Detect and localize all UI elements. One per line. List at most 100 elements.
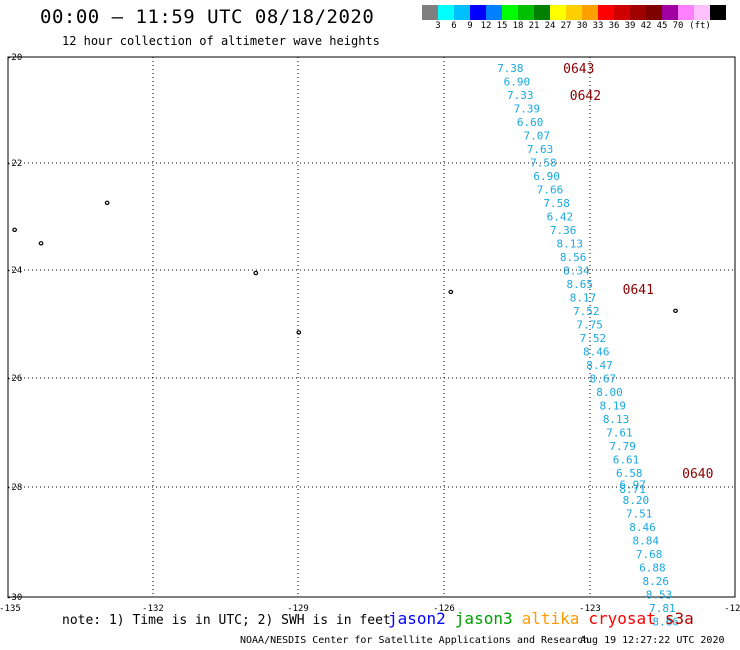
- legend-swatch: [646, 5, 662, 20]
- color-legend-bar: [422, 5, 726, 20]
- legend-label: 3: [435, 21, 441, 31]
- swh-value-label: 8.67: [590, 372, 617, 385]
- swh-value-label: 7.58: [530, 156, 557, 169]
- lon-tick-label: -135: [0, 604, 21, 614]
- swh-value-label: 7.39: [514, 102, 541, 115]
- legend-label: 36: [608, 21, 620, 31]
- pass-time-label: 0641: [623, 283, 654, 298]
- pass-time-label: 0642: [570, 89, 601, 104]
- swh-value-label: 7.33: [507, 89, 533, 102]
- swh-value-label: 7.75: [576, 318, 603, 331]
- swh-value-label: 6.90: [504, 75, 531, 88]
- swh-value-label: 8.19: [600, 399, 627, 412]
- satellite-legend-item: jason3: [454, 609, 513, 628]
- legend-swatch: [710, 5, 726, 20]
- island-outline: [673, 308, 678, 313]
- legend-label: 18: [512, 21, 524, 31]
- legend-swatch: [454, 5, 470, 20]
- swh-value-label: 8.65: [566, 278, 593, 291]
- legend-label: 45: [656, 21, 668, 31]
- island-outline: [448, 289, 454, 295]
- swh-value-label: 6.58: [616, 467, 643, 480]
- swh-value-label: 7.63: [527, 143, 554, 156]
- legend-label: 70: [672, 21, 684, 31]
- legend-label: 27: [560, 21, 572, 31]
- swh-value-label: 7.61: [606, 426, 633, 439]
- lon-tick-label: -129: [287, 604, 309, 614]
- island-outline: [253, 270, 259, 276]
- legend-label: 33: [592, 21, 604, 31]
- credit-line: NOAA/NESDIS Center for Satellite Applica…: [240, 635, 590, 646]
- swh-value-label: 6.61: [613, 453, 640, 466]
- swh-value-label: 6.60: [517, 116, 544, 129]
- lon-tick-label: -124: [724, 604, 740, 614]
- legend-swatch: [438, 5, 454, 20]
- swh-value-label: 8.56: [560, 251, 587, 264]
- lat-tick-label: -22: [6, 159, 22, 169]
- swh-value-label: 7.36: [550, 224, 577, 237]
- swh-value-label: 8.00: [596, 386, 623, 399]
- lon-tick-label: -132: [142, 604, 164, 614]
- legend-swatch: [662, 5, 678, 20]
- swh-value-label: 8.66: [652, 615, 679, 628]
- legend-label: 15: [496, 21, 508, 31]
- satellite-legend-item: s3a: [664, 609, 694, 628]
- satellite-legend-item: jason2: [388, 609, 446, 628]
- legend-label: 12: [480, 21, 492, 31]
- swh-value-label: 7.52: [580, 332, 607, 345]
- swh-value-label: 8.13: [557, 237, 584, 250]
- swh-value-label: 7.38: [497, 62, 524, 75]
- pass-time-label: 0643: [563, 62, 594, 77]
- lat-tick-label: -26: [6, 374, 22, 384]
- swh-value-label: 8.13: [603, 413, 630, 426]
- swh-value-label: 6.42: [547, 210, 574, 223]
- satellite-legend-item: altika: [521, 609, 580, 628]
- swh-value-label: 8.53: [646, 588, 673, 601]
- swh-value-label: 7.66: [537, 183, 564, 196]
- swh-value-label: 7.79: [609, 440, 636, 453]
- lon-tick-label: -126: [433, 604, 455, 614]
- legend-swatch: [678, 5, 694, 20]
- map-frame: [7, 56, 736, 598]
- swh-value-label: 7.51: [626, 507, 653, 520]
- legend-swatch: [422, 5, 438, 20]
- units-note: note: 1) Time is in UTC; 2) SWH is in fe…: [62, 613, 391, 628]
- legend-label: 9: [467, 21, 473, 31]
- swh-value-label: 7.58: [543, 197, 570, 210]
- legend-swatch: [614, 5, 630, 20]
- swh-value-label: 8.34: [563, 264, 590, 277]
- island-outline: [12, 227, 18, 232]
- pass-time-label: 0640: [682, 467, 713, 482]
- legend-swatch: [630, 5, 646, 20]
- swh-value-label: 7.07: [524, 129, 551, 142]
- lat-tick-label: -30: [6, 593, 22, 603]
- legend-label: 21: [528, 21, 540, 31]
- island-outline: [104, 200, 110, 205]
- legend-label: 6: [451, 21, 457, 31]
- satellite-legend-item: cryosat: [588, 609, 656, 628]
- satellite-legend: jason2 jason3 altika cryosat s3a: [388, 609, 703, 628]
- lon-tick-label: -123: [579, 604, 601, 614]
- legend-swatch: [502, 5, 518, 20]
- swh-value-label: 8.20: [623, 494, 650, 507]
- swh-value-label: 8.47: [586, 359, 613, 372]
- swh-value-label: 7.81: [649, 602, 676, 615]
- swh-value-label: 6.97: [619, 479, 646, 492]
- legend-label: 42: [640, 21, 652, 31]
- legend-swatch: [518, 5, 534, 20]
- swh-value-label: 8.84: [633, 534, 660, 547]
- legend-swatch: [534, 5, 550, 20]
- swh-value-label: 8.71: [619, 483, 646, 496]
- lat-tick-label: -28: [6, 483, 22, 493]
- page-title: 00:00 – 11:59 UTC 08/18/2020: [40, 6, 375, 28]
- legend-swatch: [470, 5, 486, 20]
- swh-value-label: 8.17: [570, 291, 597, 304]
- swh-value-label: 7.52: [573, 305, 600, 318]
- legend-swatch: [566, 5, 582, 20]
- legend-label: 30: [576, 21, 588, 31]
- swh-value-label: 6.90: [533, 170, 560, 183]
- swh-value-label: 8.46: [583, 345, 610, 358]
- legend-swatch: [582, 5, 598, 20]
- lat-tick-label: -20: [6, 53, 22, 63]
